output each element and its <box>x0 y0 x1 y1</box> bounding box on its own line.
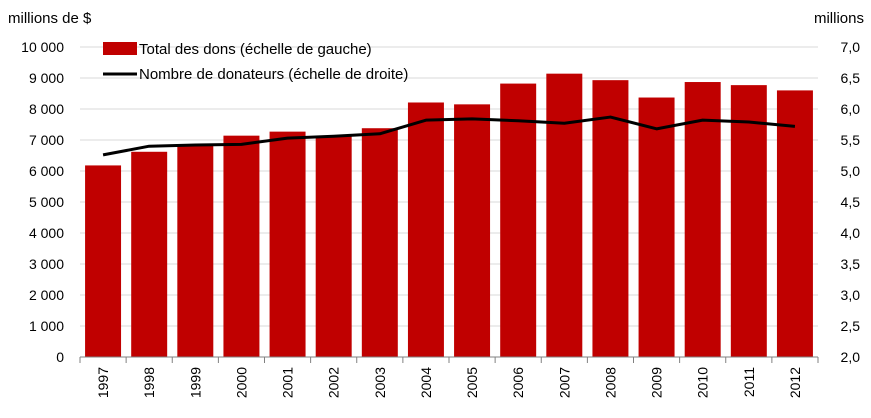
x-tick-label: 2009 <box>649 367 665 398</box>
bar <box>684 82 721 357</box>
right-tick-labels: 2,0 2,5 3,0 3,5 4,0 4,5 5,0 5,5 6,0 6,5 7,0 <box>841 39 861 365</box>
left-tick-label: 3 000 <box>29 256 64 272</box>
bar <box>776 90 813 358</box>
x-tick-label: 2008 <box>602 367 618 398</box>
bar <box>407 102 444 358</box>
bar <box>269 131 306 357</box>
x-tick-label: 2007 <box>556 367 572 398</box>
left-axis-unit-label: millions de $ <box>8 10 92 27</box>
right-tick-label: 2,5 <box>841 318 861 334</box>
legend-label-line: Nombre de donateurs (échelle de droite) <box>139 66 408 83</box>
left-tick-label: 7 000 <box>29 132 64 148</box>
x-tick-label: 2003 <box>372 367 388 398</box>
x-tick-labels: 1997 1998 1999 2000 2001 2002 2003 2004 2005 2006… <box>95 367 803 398</box>
x-tick-label: 2011 <box>741 367 757 397</box>
right-tick-label: 7,0 <box>841 39 861 55</box>
bar <box>361 128 398 357</box>
x-tick-label: 1998 <box>141 367 157 398</box>
right-tick-label: 3,5 <box>841 256 861 272</box>
right-tick-label: 5,5 <box>841 132 861 148</box>
x-tick-label: 2002 <box>326 367 342 398</box>
bar <box>592 80 629 358</box>
legend-label-bar: Total des dons (échelle de gauche) <box>139 41 372 58</box>
line-series <box>102 115 796 157</box>
left-tick-label: 9 000 <box>29 70 64 86</box>
right-tick-label: 4,5 <box>841 194 861 210</box>
axes <box>79 356 819 363</box>
x-tick-label: 2000 <box>233 367 249 398</box>
x-tick-label: 1997 <box>95 367 111 398</box>
bar-series <box>85 73 813 358</box>
left-tick-label: 1 000 <box>29 318 64 334</box>
bar <box>131 151 168 357</box>
x-tick-label: 2006 <box>510 367 526 398</box>
legend-swatch-bar <box>103 42 137 55</box>
right-tick-label: 5,0 <box>841 163 861 179</box>
x-tick-label: 1999 <box>187 367 203 398</box>
bar <box>315 135 352 357</box>
bar <box>85 165 122 357</box>
x-tick-label: 2004 <box>418 367 434 398</box>
bar <box>454 104 491 357</box>
right-tick-label: 2,0 <box>841 349 861 365</box>
series-line <box>102 115 796 157</box>
left-tick-label: 10 000 <box>21 39 64 55</box>
left-tick-labels: 0 1 000 2 000 3 000 4 000 5 000 6 000 7 000 8 00… <box>21 39 64 365</box>
right-axis-unit-label: millions <box>814 10 864 27</box>
bar <box>500 83 537 357</box>
x-tick-label: 2012 <box>787 367 803 398</box>
bar <box>638 97 675 357</box>
x-tick-label: 2001 <box>280 367 296 398</box>
bar <box>546 73 583 357</box>
right-tick-label: 6,5 <box>841 70 861 86</box>
right-tick-label: 4,0 <box>841 225 861 241</box>
bar <box>223 135 260 357</box>
right-tick-label: 6,0 <box>841 101 861 117</box>
left-tick-label: 8 000 <box>29 101 64 117</box>
left-tick-label: 2 000 <box>29 287 64 303</box>
left-tick-label: 0 <box>56 349 64 365</box>
right-tick-label: 3,0 <box>841 287 861 303</box>
left-tick-label: 6 000 <box>29 163 64 179</box>
bar <box>730 85 767 357</box>
x-tick-label: 2010 <box>695 367 711 398</box>
left-tick-label: 5 000 <box>29 194 64 210</box>
bar <box>177 145 214 357</box>
legend: Total des dons (échelle de gauche) Nombr… <box>103 41 408 83</box>
left-tick-label: 4 000 <box>29 225 64 241</box>
x-tick-label: 2005 <box>464 367 480 398</box>
